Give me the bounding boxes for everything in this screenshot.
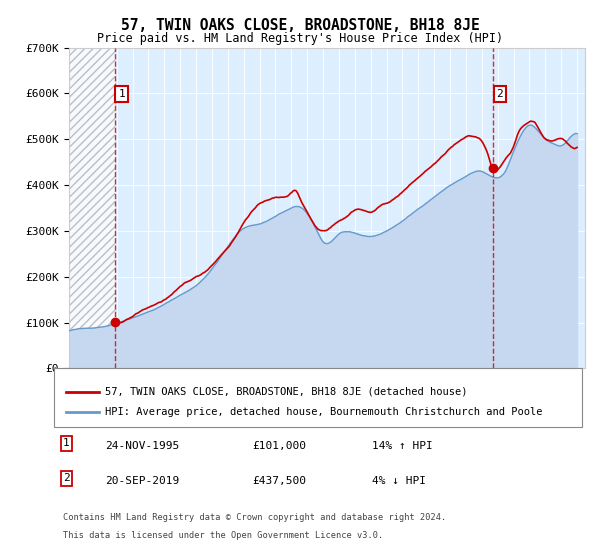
Text: 14% ↑ HPI: 14% ↑ HPI — [372, 441, 433, 451]
Text: HPI: Average price, detached house, Bournemouth Christchurch and Poole: HPI: Average price, detached house, Bour… — [105, 407, 542, 417]
Text: 4% ↓ HPI: 4% ↓ HPI — [372, 476, 426, 486]
Text: £101,000: £101,000 — [252, 441, 306, 451]
Text: This data is licensed under the Open Government Licence v3.0.: This data is licensed under the Open Gov… — [63, 531, 383, 540]
Text: 57, TWIN OAKS CLOSE, BROADSTONE, BH18 8JE: 57, TWIN OAKS CLOSE, BROADSTONE, BH18 8J… — [121, 18, 479, 34]
Text: 57, TWIN OAKS CLOSE, BROADSTONE, BH18 8JE (detached house): 57, TWIN OAKS CLOSE, BROADSTONE, BH18 8J… — [105, 387, 467, 397]
Text: 2: 2 — [63, 473, 70, 483]
Text: Price paid vs. HM Land Registry's House Price Index (HPI): Price paid vs. HM Land Registry's House … — [97, 32, 503, 45]
Text: 1: 1 — [118, 89, 125, 99]
Text: Contains HM Land Registry data © Crown copyright and database right 2024.: Contains HM Land Registry data © Crown c… — [63, 514, 446, 522]
Text: 20-SEP-2019: 20-SEP-2019 — [105, 476, 179, 486]
Text: £437,500: £437,500 — [252, 476, 306, 486]
Text: 1: 1 — [63, 438, 70, 449]
Text: 24-NOV-1995: 24-NOV-1995 — [105, 441, 179, 451]
Text: 2: 2 — [496, 89, 503, 99]
Bar — [69, 48, 115, 368]
